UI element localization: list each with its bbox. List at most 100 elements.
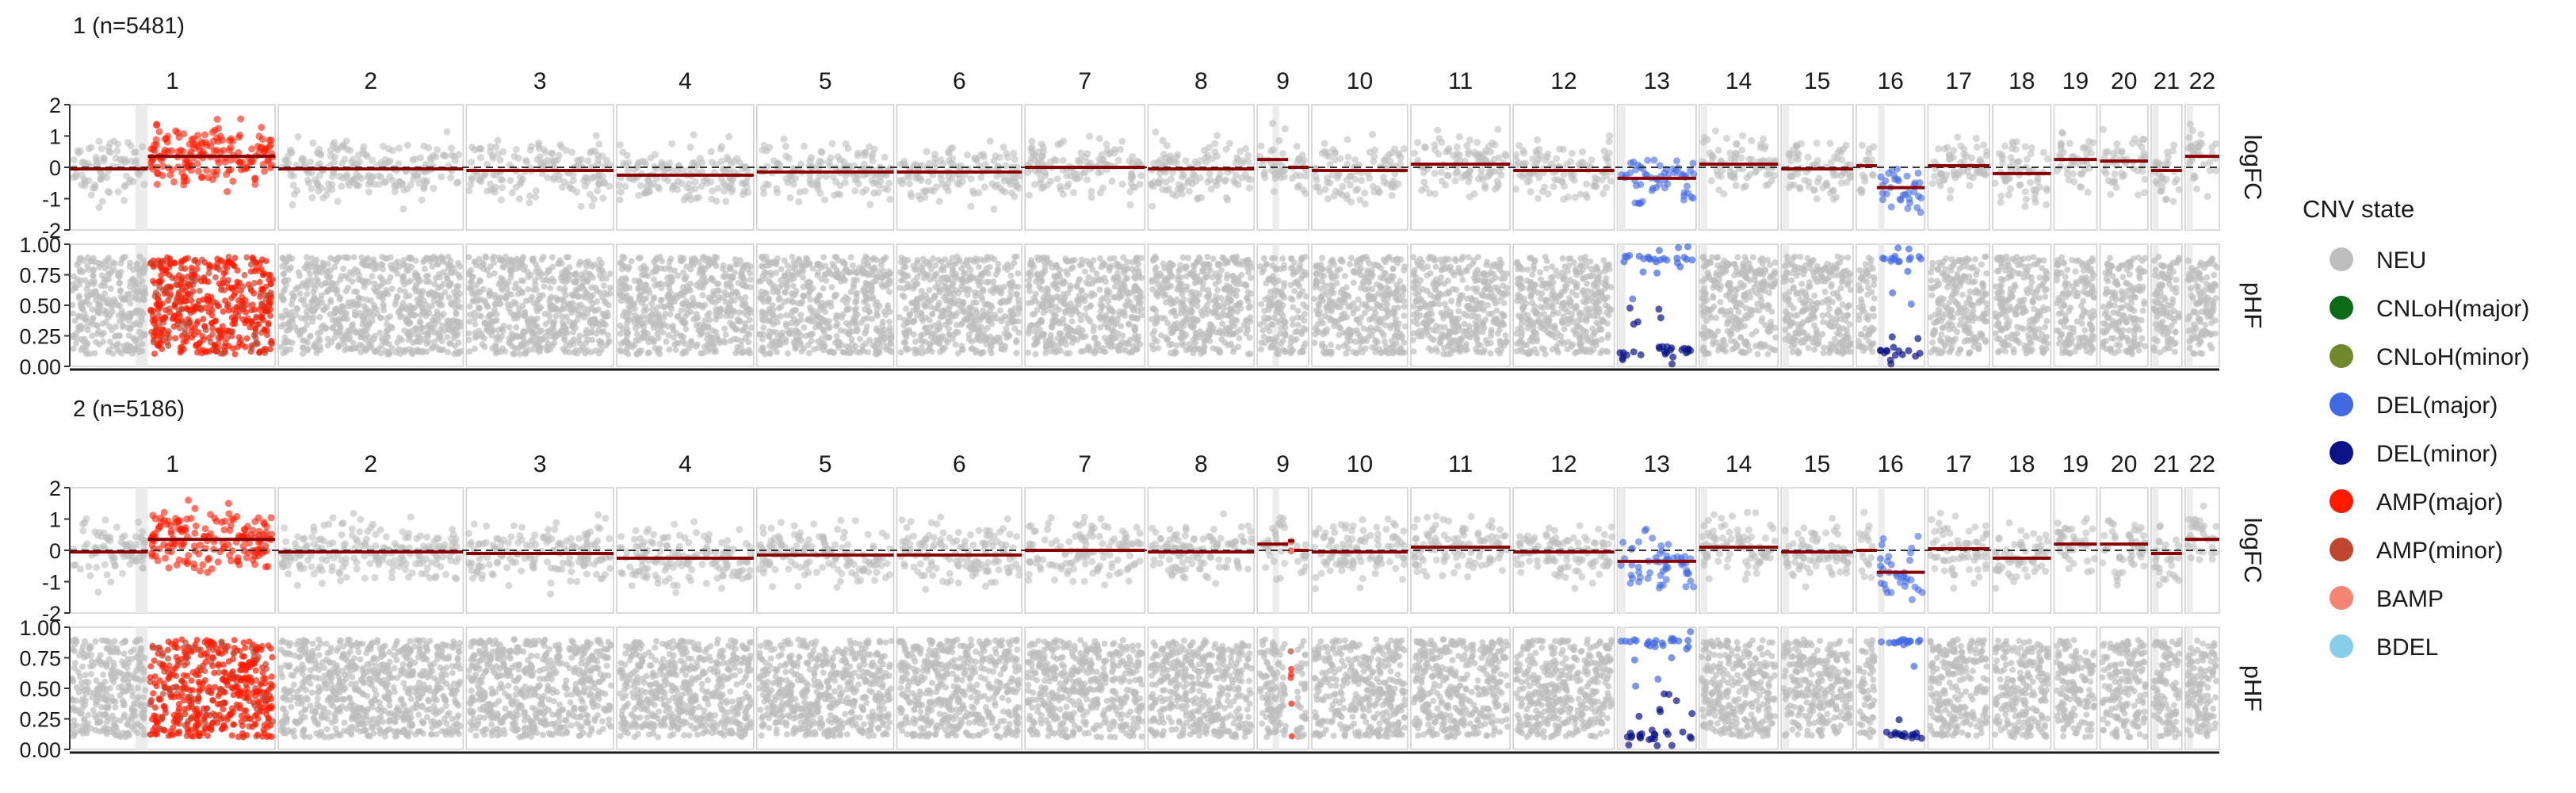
logFC-point	[2070, 178, 2077, 186]
logFC-point	[2162, 196, 2169, 203]
logFC-point	[1319, 150, 1326, 157]
logFC-point	[1197, 174, 1204, 182]
pHF-point	[320, 322, 327, 328]
pHF-point	[139, 318, 145, 324]
logFC-point	[938, 175, 945, 182]
logFC-point	[886, 196, 893, 203]
pHF-point	[536, 347, 542, 353]
logFC-point	[212, 127, 219, 134]
logFC-point	[1126, 158, 1133, 165]
logFC-point	[1535, 195, 1542, 202]
pHF-point	[721, 326, 728, 332]
pHF-point	[570, 305, 576, 312]
logFC-point	[1040, 148, 1047, 155]
pHF-point	[103, 319, 109, 325]
chrom-label-15: 15	[1804, 68, 1830, 94]
logFC-point	[181, 174, 188, 181]
logFC-point	[194, 132, 201, 139]
pHF-point	[269, 338, 275, 344]
logFC-point	[1096, 135, 1103, 142]
logFC-point	[212, 171, 220, 178]
pHF-point	[555, 297, 561, 303]
pHF-point	[624, 329, 630, 335]
logFC-point	[1103, 141, 1110, 148]
logFC-point	[1637, 181, 1644, 188]
logFC-point	[1174, 151, 1181, 159]
logFC-point	[1947, 155, 1954, 163]
logFC-point	[1028, 138, 1035, 145]
pHF-point	[155, 297, 162, 304]
pHF-point	[652, 282, 658, 289]
logFC-point	[2165, 160, 2172, 167]
logFC-point	[2130, 165, 2137, 172]
logFC-point	[1602, 154, 1609, 161]
pHF-point	[117, 288, 124, 294]
logFC-point	[1041, 169, 1049, 176]
pHF-point	[480, 341, 486, 347]
pHF-point	[215, 302, 221, 308]
pHF-point	[330, 317, 336, 324]
pHF-point	[163, 285, 170, 291]
logFC-point	[1544, 151, 1551, 158]
pHF-point	[88, 279, 94, 285]
logFC-point	[2057, 163, 2064, 170]
pHF-point	[607, 285, 613, 291]
pHF-point	[399, 337, 405, 343]
logFC-point	[1238, 160, 1245, 167]
logFC-point	[1347, 182, 1354, 189]
logFC-point	[1279, 150, 1286, 157]
logFC-point	[869, 158, 877, 165]
pHF-point	[579, 283, 586, 289]
logFC-point	[395, 160, 402, 167]
pHF-point	[113, 342, 120, 348]
pHF-point	[728, 266, 734, 272]
pHF-point	[116, 281, 122, 287]
pHF-point	[689, 260, 695, 266]
logFC-point	[90, 185, 97, 192]
pHF-point	[417, 320, 423, 326]
logFC-point	[862, 186, 869, 193]
pHF-point	[445, 320, 452, 327]
logFC-point	[487, 186, 495, 193]
logFC-point	[1186, 188, 1193, 195]
pHF-point	[258, 315, 265, 321]
logFC-point	[2028, 150, 2035, 157]
logFC-point	[210, 138, 217, 145]
logFC-point	[1473, 139, 1481, 146]
logFC-point	[2102, 149, 2109, 156]
pHF-point	[558, 274, 564, 281]
pHF-point	[352, 266, 358, 273]
pHF-point	[659, 303, 665, 309]
pHF-point	[368, 339, 374, 346]
logFC-point	[915, 192, 922, 199]
pHF-point	[675, 313, 681, 320]
pHF-point	[150, 308, 156, 314]
pHF-point	[327, 297, 334, 303]
pHF-point	[667, 347, 673, 353]
pHF-point	[678, 308, 684, 314]
logFC-point	[2191, 172, 2198, 179]
pHF-point	[182, 330, 188, 336]
pHF-point	[616, 278, 622, 285]
logFC-point	[1599, 190, 1607, 197]
logFC-point	[541, 159, 548, 167]
pHF-point	[522, 330, 528, 336]
logFC-point	[441, 152, 448, 159]
pHF-point	[176, 308, 182, 314]
pHF-point	[232, 289, 239, 296]
logFC-point	[1607, 178, 1615, 185]
logFC-point	[2158, 175, 2165, 182]
pHF-point	[361, 328, 368, 334]
logFC-point	[239, 159, 247, 166]
pHF-point	[561, 289, 568, 295]
pHF-point	[176, 289, 182, 296]
logFC-point	[728, 160, 735, 167]
pHF-point	[651, 294, 657, 301]
logFC-point	[1106, 151, 1113, 158]
logFC-point	[1642, 170, 1649, 178]
logFC-point	[625, 159, 633, 167]
logFC-point	[906, 174, 913, 181]
logFC-point	[1827, 140, 1834, 147]
logFC-point	[513, 146, 520, 153]
pHF-point	[101, 290, 108, 297]
